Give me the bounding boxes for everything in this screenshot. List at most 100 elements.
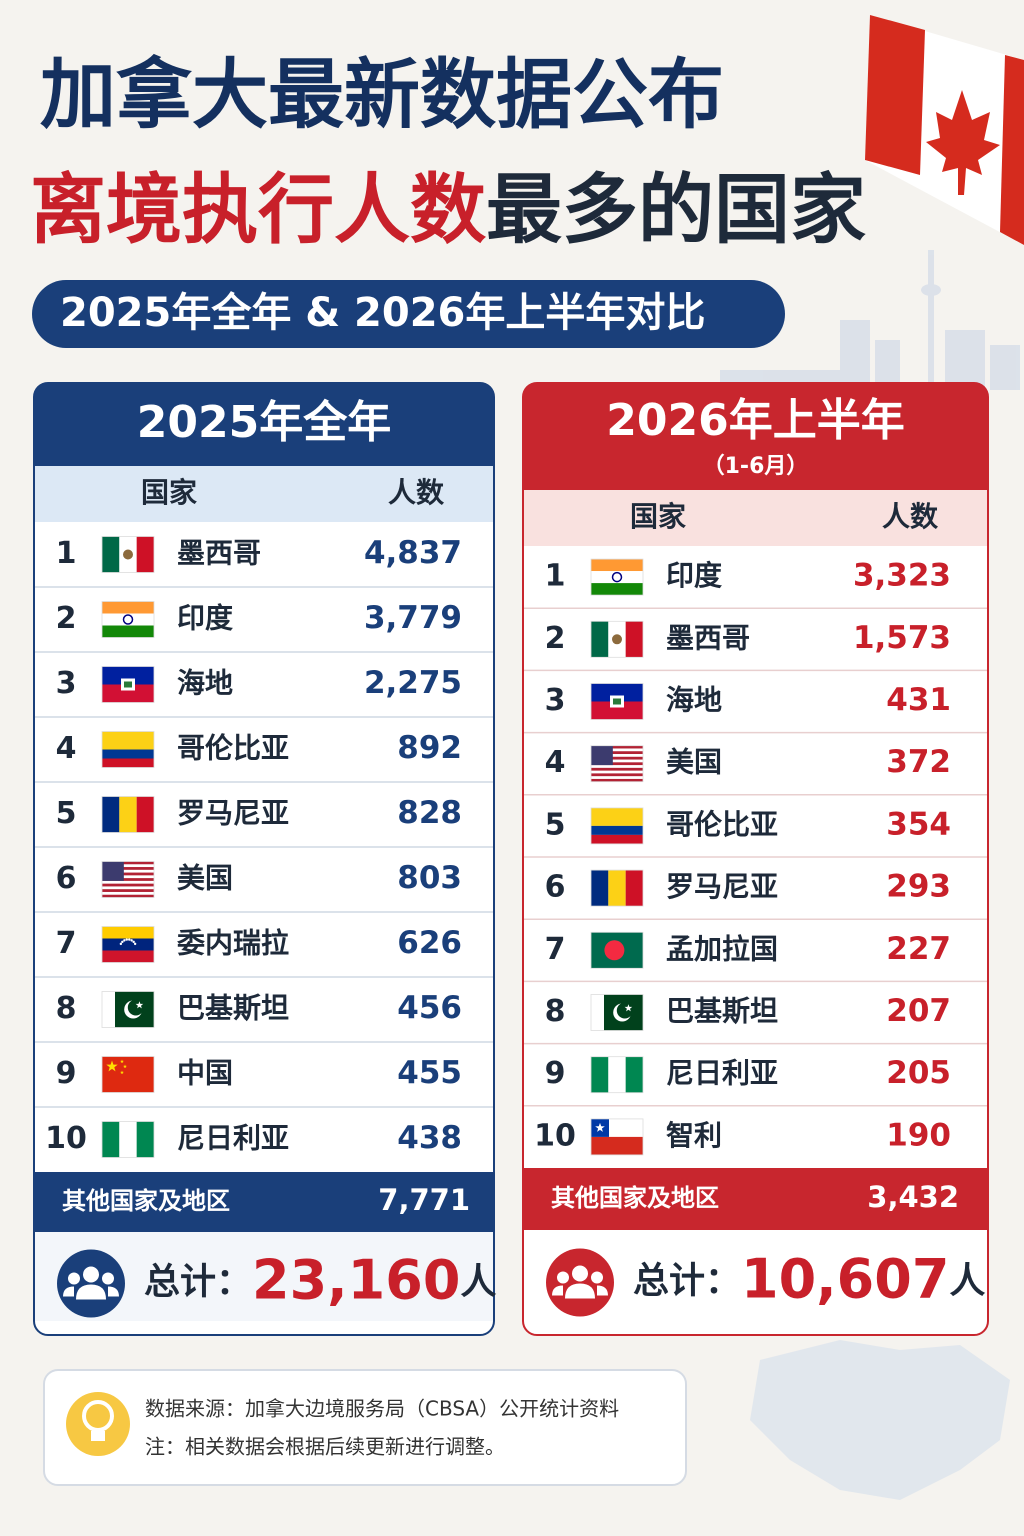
flag-border xyxy=(590,745,644,783)
flag xyxy=(590,620,644,658)
flag-part xyxy=(591,683,643,702)
flag xyxy=(101,731,155,768)
rank: 8 xyxy=(56,991,77,1026)
rank: 1 xyxy=(56,536,77,571)
flag-part xyxy=(123,939,126,942)
title-highlight: 离境执行人数 xyxy=(30,165,486,254)
country-name: 中国 xyxy=(177,1057,233,1090)
flag xyxy=(590,683,644,720)
rank: 4 xyxy=(56,731,77,766)
footer-box xyxy=(43,1369,687,1486)
panel-subtitle: （1-6月） xyxy=(703,454,809,479)
flag-part xyxy=(102,861,154,865)
people-icon-part xyxy=(68,1272,80,1285)
flag-star xyxy=(106,1060,118,1072)
column-label: 人数 xyxy=(388,476,445,509)
flag-part xyxy=(591,870,609,907)
footer-note: 注：相关数据会根据后续更新进行调整。 xyxy=(145,1435,505,1459)
lightbulb-icon xyxy=(66,1392,130,1456)
flag xyxy=(101,1056,155,1093)
country-name: 罗马尼亚 xyxy=(666,870,778,903)
flag-part xyxy=(591,834,643,844)
rank: 3 xyxy=(56,666,77,701)
flag-star xyxy=(595,1122,605,1132)
flag-border xyxy=(590,807,644,845)
flag-part xyxy=(625,870,643,907)
column-label: 国家 xyxy=(630,500,686,533)
rank: 4 xyxy=(545,745,566,780)
flag-part xyxy=(102,758,154,768)
panel-title: 2025年全年 xyxy=(137,397,391,448)
rank: 9 xyxy=(545,1056,566,1091)
flag-part xyxy=(612,634,622,645)
rank: 10 xyxy=(534,1118,576,1153)
flag-part xyxy=(102,861,124,881)
flag-part xyxy=(591,745,643,749)
count: 205 xyxy=(886,1055,951,1091)
count: 828 xyxy=(397,795,462,831)
flag-part xyxy=(591,559,643,572)
flag-part xyxy=(136,536,154,573)
count: 227 xyxy=(886,931,951,967)
flag-part xyxy=(136,796,154,833)
flag-border xyxy=(101,796,155,833)
people-icon-part xyxy=(591,1271,603,1284)
people-icon-part xyxy=(76,1284,106,1300)
flag-part xyxy=(102,1121,120,1158)
flag-part xyxy=(123,549,133,560)
flag xyxy=(590,807,644,845)
count: 372 xyxy=(886,744,951,780)
flag-part xyxy=(102,731,154,750)
flag-part xyxy=(102,950,154,963)
rank: 6 xyxy=(545,870,566,905)
flag-part xyxy=(591,571,643,584)
total-value: 23,160 xyxy=(252,1248,460,1311)
count: 626 xyxy=(397,925,462,961)
flag-border xyxy=(590,931,644,969)
flag xyxy=(101,536,155,573)
flag xyxy=(590,931,644,969)
column-label: 人数 xyxy=(882,500,939,533)
flag-border xyxy=(590,1118,644,1156)
flag-border xyxy=(101,666,155,703)
flag-part xyxy=(102,894,154,898)
country-name: 海地 xyxy=(177,667,233,700)
country-name: 哥伦比亚 xyxy=(177,732,289,765)
flag-border xyxy=(101,861,155,898)
count: 4,837 xyxy=(364,535,462,571)
flag-part xyxy=(102,878,154,881)
country-name: 巴基斯坦 xyxy=(666,995,778,1028)
count: 456 xyxy=(397,990,462,1026)
count: 3,323 xyxy=(853,558,951,594)
flag-part xyxy=(102,872,154,876)
country-name: 海地 xyxy=(666,684,722,717)
flag-star xyxy=(624,1004,633,1012)
flag-part xyxy=(102,684,154,703)
flag-part xyxy=(102,536,120,573)
flag-part xyxy=(136,1121,154,1158)
flag-part xyxy=(128,938,131,941)
others-label: 其他国家及地区 xyxy=(62,1187,230,1215)
rank: 2 xyxy=(545,621,566,656)
flag-part xyxy=(591,1136,643,1155)
map-silhouette xyxy=(750,1340,1010,1500)
flag-part xyxy=(604,940,625,961)
subtitle: 2025年全年 & 2026年上半年对比 xyxy=(60,290,705,336)
flag-part xyxy=(608,1056,626,1093)
flag-part xyxy=(125,938,128,941)
country-name: 哥伦比亚 xyxy=(666,808,778,841)
flag-part xyxy=(608,870,626,907)
country-name: 美国 xyxy=(177,862,233,895)
others-value: 3,432 xyxy=(867,1180,959,1214)
flag-part xyxy=(102,991,115,1028)
people-icon-part xyxy=(565,1283,595,1299)
total-label: 总计： xyxy=(633,1261,741,1302)
flag-border xyxy=(101,601,155,638)
country-name: 罗马尼亚 xyxy=(177,797,289,830)
title-rest: 最多的国家 xyxy=(486,165,866,254)
flag-star xyxy=(120,1070,124,1075)
count: 190 xyxy=(886,1117,951,1153)
subtitle-pill xyxy=(32,280,785,348)
flag xyxy=(101,926,155,963)
people-icon-part xyxy=(102,1272,114,1285)
